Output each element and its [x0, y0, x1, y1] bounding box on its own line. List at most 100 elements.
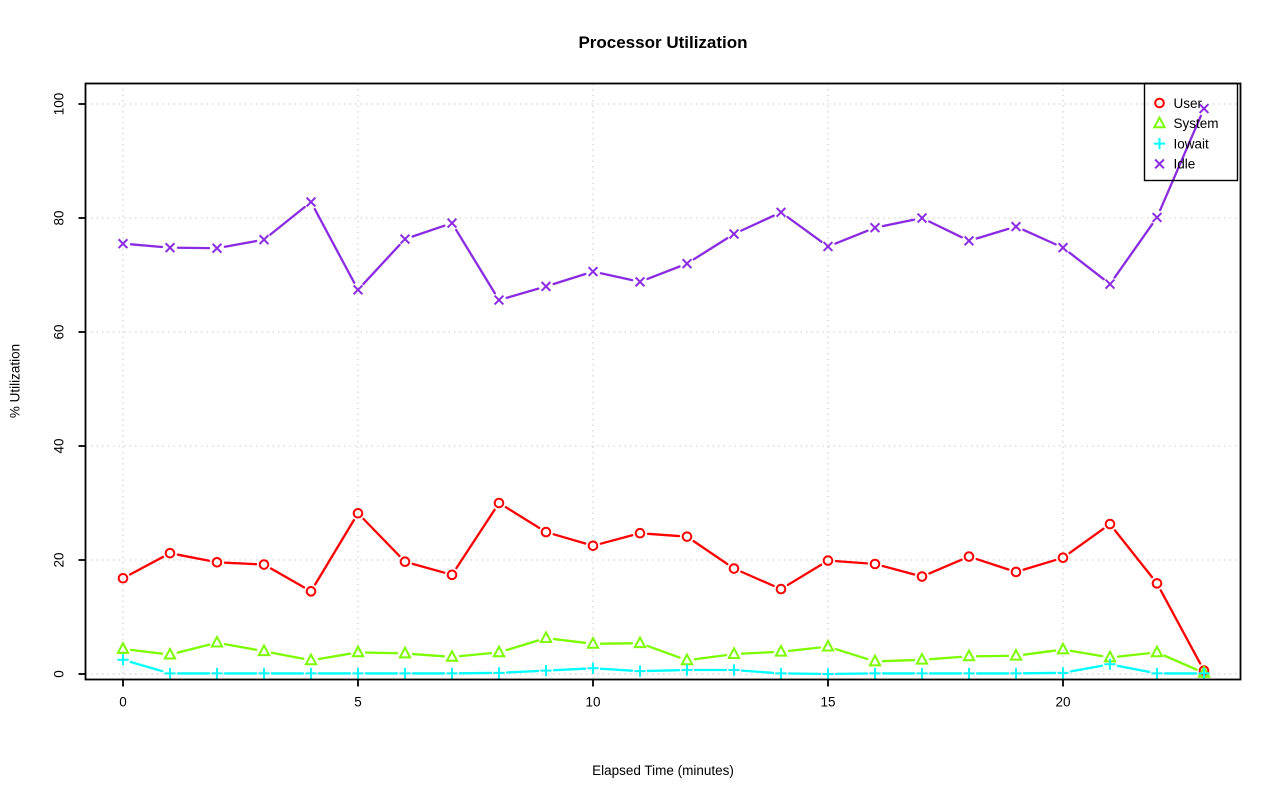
series-idle-segment-0 — [129, 243, 164, 249]
series-user-segment-22 — [1159, 589, 1202, 665]
series-idle-segment-12 — [692, 237, 729, 261]
series-iowait-marker-11 — [634, 665, 646, 677]
series-system-segment-9 — [552, 637, 587, 644]
chart-title: Processor Utilization — [578, 33, 748, 52]
series-idle-marker-7 — [446, 218, 458, 229]
legend-system-marker-icon — [1152, 115, 1167, 129]
series-user-segment-12 — [692, 539, 729, 566]
series-user-marker-15 — [822, 555, 834, 566]
series-iowait-marker-0 — [117, 654, 129, 666]
series-user-segment-16 — [881, 564, 916, 576]
series-iowait-segment-11 — [646, 669, 681, 673]
series-system-marker-9 — [539, 630, 553, 643]
series-idle-segment-5 — [362, 243, 401, 286]
series-iowait-marker-3 — [258, 667, 270, 680]
series-idle-marker-12 — [681, 258, 693, 269]
series-system-segment-13 — [740, 651, 775, 655]
series-iowait-marker-17 — [916, 667, 928, 680]
series-idle-marker-18 — [963, 235, 975, 246]
series-iowait-segment-0 — [129, 660, 164, 673]
series-idle-segment-13 — [740, 214, 775, 232]
series-idle-marker-3 — [258, 234, 270, 245]
series-idle-marker-11 — [634, 276, 646, 287]
series-idle-segment-10 — [599, 272, 634, 282]
series-system-segment-2 — [223, 642, 258, 651]
series-iowait-marker-4 — [305, 667, 317, 680]
series-system-marker-11 — [633, 635, 647, 649]
series-iowait-segment-21 — [1116, 664, 1151, 674]
series-idle-segment-7 — [455, 228, 496, 295]
series-system-marker-10 — [586, 635, 600, 649]
series-iowait-segment-20 — [1069, 664, 1104, 673]
series-system-marker-1 — [163, 646, 177, 660]
series-iowait-marker-19 — [1010, 667, 1022, 680]
series-user-marker-7 — [446, 569, 458, 581]
y-axis-label: % Utilization — [7, 343, 23, 419]
legend-iowait-marker-icon — [1153, 138, 1166, 150]
series-idle-marker-8 — [493, 294, 505, 306]
series-idle-marker-5 — [352, 284, 364, 295]
series-idle-segment-4 — [313, 207, 356, 284]
series-user-marker-12 — [681, 531, 693, 542]
series-idle-segment-3 — [269, 205, 306, 236]
series-system-segment-22 — [1163, 654, 1198, 671]
series-system-marker-22 — [1150, 644, 1164, 658]
series-user-segment-18 — [975, 557, 1010, 571]
series-user-marker-20 — [1057, 552, 1069, 564]
series-idle-segment-14 — [786, 215, 823, 243]
series-iowait-marker-23 — [1198, 667, 1210, 680]
series-iowait-marker-12 — [681, 664, 693, 676]
series-idle-marker-16 — [869, 222, 881, 233]
series-iowait-marker-1 — [164, 667, 176, 680]
series-iowait-marker-7 — [446, 667, 458, 680]
series-system-segment-1 — [176, 643, 211, 654]
series-user-segment-9 — [552, 533, 587, 545]
y-tick-label-0: 0 — [52, 670, 67, 678]
series-system-segment-16 — [881, 658, 916, 663]
series-iowait-segment-9 — [552, 667, 587, 672]
series-user-marker-1 — [164, 547, 176, 559]
series-idle-segment-20 — [1068, 251, 1105, 281]
series-idle-segment-19 — [1022, 228, 1057, 246]
series-user-segment-11 — [646, 532, 681, 538]
legend-user-marker-icon — [1154, 97, 1165, 109]
series-system-segment-21 — [1116, 652, 1151, 658]
series-idle-marker-9 — [540, 281, 552, 292]
series-system-marker-3 — [257, 643, 271, 657]
series-user-segment-6 — [411, 562, 446, 574]
series-user-marker-14 — [775, 583, 787, 595]
series-idle-marker-14 — [775, 207, 787, 218]
series-iowait-marker-5 — [352, 667, 364, 680]
series-user-segment-3 — [269, 567, 306, 589]
series-user-segment-2 — [223, 561, 258, 566]
series-user-marker-22 — [1151, 578, 1163, 589]
series-user-marker-4 — [305, 586, 317, 597]
legend-label-iowait: Iowait — [1174, 136, 1210, 151]
series-iowait-marker-16 — [869, 667, 881, 680]
series-idle-marker-0 — [117, 238, 129, 249]
series-user-segment-5 — [362, 517, 401, 558]
series-user-marker-19 — [1010, 566, 1022, 578]
series-idle-marker-2 — [211, 243, 223, 254]
series-idle-marker-13 — [728, 228, 740, 240]
series-system-marker-4 — [304, 652, 318, 666]
series-system-marker-12 — [680, 652, 694, 666]
series-system-segment-6 — [411, 652, 446, 658]
series-iowait-marker-15 — [822, 668, 834, 680]
series-user-marker-11 — [634, 527, 646, 539]
series-system-marker-6 — [398, 645, 412, 659]
y-tick-label-100: 100 — [52, 93, 67, 116]
series-system-marker-2 — [210, 634, 224, 648]
legend-idle-marker-icon — [1154, 158, 1165, 170]
series-idle-marker-23 — [1198, 103, 1210, 114]
series-system-marker-5 — [351, 644, 365, 658]
series-system-marker-14 — [774, 643, 788, 657]
legend-label-system: System — [1174, 116, 1219, 131]
series-idle-marker-22 — [1151, 212, 1163, 223]
x-tick-label-5: 5 — [354, 695, 362, 710]
series-iowait-marker-14 — [775, 667, 787, 680]
series-system-marker-13 — [727, 646, 741, 659]
series-system-marker-7 — [445, 649, 459, 662]
series-system-segment-14 — [787, 646, 822, 653]
series-idle-marker-21 — [1104, 279, 1116, 290]
